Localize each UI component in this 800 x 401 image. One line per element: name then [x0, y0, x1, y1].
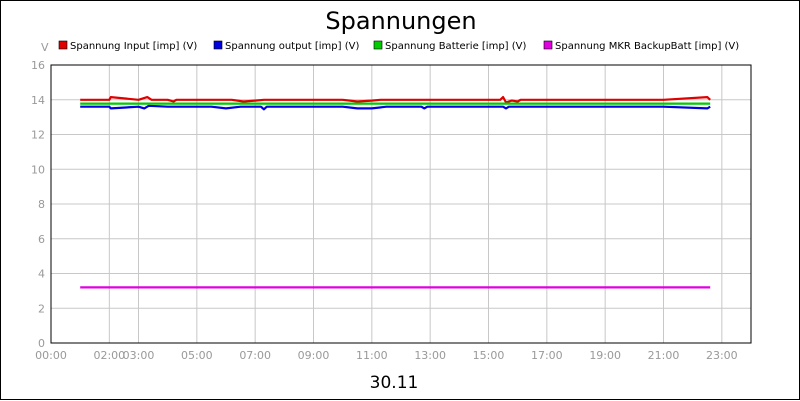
- legend-label: Spannung Batterie [imp] (V): [385, 41, 526, 52]
- series-group: [80, 95, 711, 289]
- y-tick-label: 10: [31, 163, 45, 176]
- y-tick-label: 0: [38, 337, 45, 350]
- x-tick-label: 00:00: [35, 349, 67, 362]
- grid: [51, 65, 751, 343]
- series-line-1: [80, 95, 711, 104]
- legend-label: Spannung MKR BackupBatt [imp] (V): [555, 41, 739, 52]
- y-tick-label: 8: [38, 198, 45, 211]
- legend-swatch: [58, 40, 68, 50]
- x-tick-label: 23:00: [706, 349, 738, 362]
- x-tick-label: 05:00: [181, 349, 213, 362]
- legend-label: Spannung Input [imp] (V): [70, 41, 197, 52]
- y-tick-label: 4: [38, 268, 45, 281]
- y-tick-label: 6: [38, 233, 45, 246]
- legend: Spannung Input [imp] (V) Spannung output …: [58, 40, 739, 52]
- x-tick-label: 02:00: [93, 349, 125, 362]
- legend-label: Spannung output [imp] (V): [225, 41, 359, 52]
- x-tick-label: 17:00: [531, 349, 563, 362]
- y-tick-label: 16: [31, 59, 45, 72]
- series-line-2: [80, 104, 711, 111]
- x-tick-label: 15:00: [473, 349, 505, 362]
- y-tick-labels: 0 2 4 6 8 10 12 14 16: [31, 59, 45, 350]
- y-tick-label: 2: [38, 302, 45, 315]
- x-tick-label: 07:00: [239, 349, 271, 362]
- chart-title: Spannungen: [325, 7, 476, 35]
- x-tick-label: 09:00: [298, 349, 330, 362]
- x-tick-label: 13:00: [414, 349, 446, 362]
- x-axis-label: 30.11: [370, 373, 419, 393]
- x-tick-label: 19:00: [589, 349, 621, 362]
- legend-swatch: [373, 40, 383, 50]
- legend-swatch: [213, 40, 223, 50]
- y-tick-label: 12: [31, 129, 45, 142]
- x-tick-label: 03:00: [123, 349, 155, 362]
- x-tick-label: 11:00: [356, 349, 388, 362]
- y-tick-label: 14: [31, 94, 45, 107]
- x-tick-label: 21:00: [648, 349, 680, 362]
- plot-area-border: [50, 64, 752, 344]
- legend-swatch: [543, 40, 553, 50]
- y-axis-label: V: [41, 41, 49, 54]
